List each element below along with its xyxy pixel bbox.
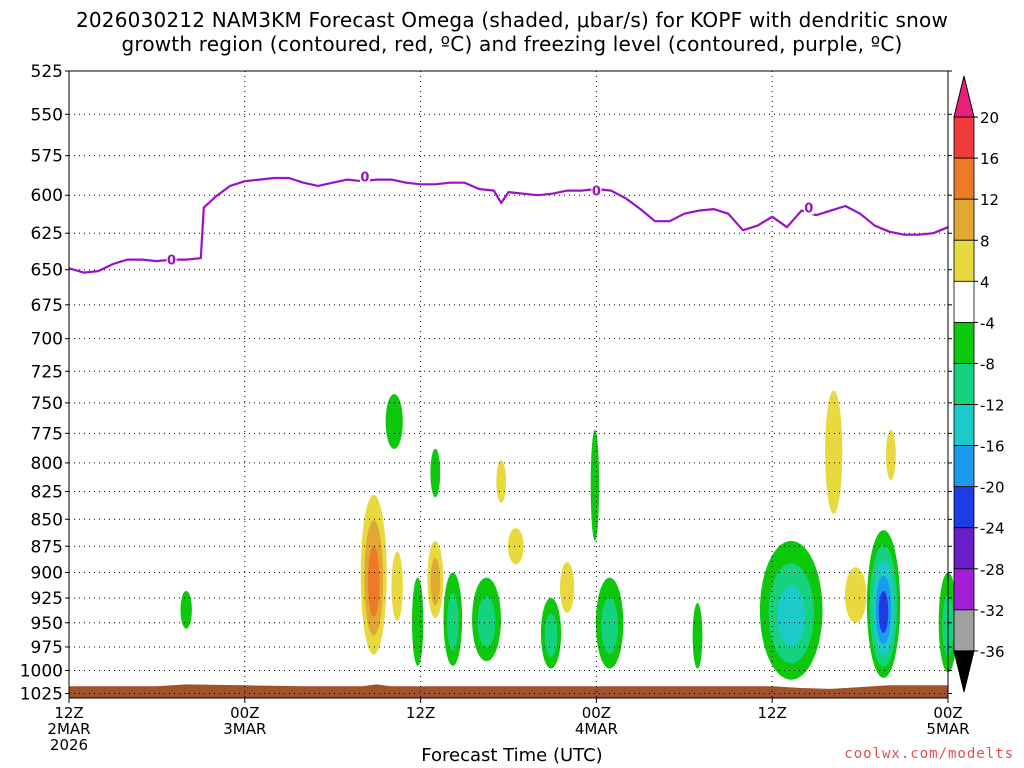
x-tick-label-24-0: 12Z bbox=[406, 704, 435, 722]
colorbar-bin-10 bbox=[953, 486, 975, 529]
chart-title-line1: 2026030212 NAM3KM Forecast Omega (shaded… bbox=[75, 8, 949, 32]
colorbar-label-7: -12 bbox=[980, 397, 1005, 415]
colorbar-label-8: -16 bbox=[980, 438, 1005, 456]
y-tick-label-775: 775 bbox=[31, 424, 63, 444]
y-tick-label-600: 600 bbox=[31, 186, 63, 206]
y-tick-label-650: 650 bbox=[31, 261, 63, 281]
y-tick-label-825: 825 bbox=[31, 483, 63, 503]
y-tick-label-925: 925 bbox=[31, 589, 63, 609]
x-tick-label-12-1: 3MAR bbox=[223, 720, 266, 738]
colorbar-label-3: 8 bbox=[980, 232, 990, 250]
colorbar-bin-8 bbox=[953, 404, 975, 446]
omega-region-2-layer-2 bbox=[367, 545, 380, 617]
omega-region-19-layer-0 bbox=[886, 429, 896, 481]
colorbar-label-1: 16 bbox=[980, 150, 999, 168]
x-tick-label-0-2: 2026 bbox=[50, 736, 88, 754]
y-tick-label-950: 950 bbox=[31, 614, 63, 634]
omega-region-6-layer-1 bbox=[430, 557, 441, 606]
y-tick-label-575: 575 bbox=[31, 147, 63, 167]
omega-region-8-layer-0 bbox=[496, 460, 507, 503]
freezing-label-bg-3 bbox=[803, 200, 814, 215]
x-tick-label-12-0: 00Z bbox=[230, 704, 259, 722]
freezing-level-label-1: 0 bbox=[360, 170, 369, 185]
colorbar-label-4: 4 bbox=[980, 273, 990, 291]
colorbar-bin-3 bbox=[953, 198, 975, 241]
omega-region-12-layer-0 bbox=[560, 562, 575, 613]
colorbar-bin-11 bbox=[953, 527, 975, 570]
credit-link[interactable]: coolwx.com/modelts bbox=[844, 746, 1014, 762]
colorbar-arrow-bottom bbox=[953, 650, 975, 693]
y-tick-label-750: 750 bbox=[31, 394, 63, 414]
omega-region-1-layer-0 bbox=[385, 394, 403, 449]
colorbar-bin-2 bbox=[953, 157, 975, 200]
freezing-level-label-0: 0 bbox=[167, 254, 176, 269]
surface-ground bbox=[69, 684, 948, 698]
omega-region-10-layer-0 bbox=[507, 528, 524, 565]
y-tick-label-1000: 1000 bbox=[20, 661, 63, 681]
colorbar-label-0: 20 bbox=[980, 109, 999, 127]
y-tick-label-850: 850 bbox=[31, 510, 63, 530]
x-axis-title: Forecast Time (UTC) bbox=[421, 745, 603, 766]
freezing-level-label-3: 0 bbox=[804, 202, 813, 217]
freezing-label-bg-0 bbox=[166, 252, 177, 267]
omega-region-18-layer-0 bbox=[844, 567, 867, 623]
freezing-level-line bbox=[68, 176, 949, 274]
colorbar-bin-12 bbox=[953, 568, 975, 611]
colorbar-bin-13 bbox=[953, 609, 975, 652]
y-tick-label-550: 550 bbox=[31, 105, 63, 125]
omega-region-11-layer-1 bbox=[544, 613, 558, 657]
colorbar-label-12: -32 bbox=[980, 602, 1005, 620]
x-tick-label-60-1: 5MAR bbox=[926, 720, 969, 738]
y-tick-label-800: 800 bbox=[31, 454, 63, 474]
omega-region-0-layer-0 bbox=[180, 590, 192, 629]
y-tick-label-625: 625 bbox=[31, 224, 63, 244]
colorbar-bin-6 bbox=[953, 321, 975, 364]
y-tick-label-975: 975 bbox=[31, 638, 63, 658]
colorbar-bin-7 bbox=[953, 363, 975, 405]
x-tick-label-36-1: 4MAR bbox=[575, 720, 618, 738]
colorbar-bin-5 bbox=[953, 280, 975, 323]
freezing-label-bg-2 bbox=[591, 183, 602, 198]
omega-region-14-layer-1 bbox=[601, 597, 618, 654]
y-tick-label-875: 875 bbox=[31, 537, 63, 557]
freezing-level-label-2: 0 bbox=[592, 185, 601, 200]
y-tick-label-675: 675 bbox=[31, 296, 63, 316]
omega-region-15-layer-0 bbox=[692, 603, 703, 669]
omega-region-4-layer-0 bbox=[412, 577, 424, 666]
omega-region-5-layer-0 bbox=[430, 448, 441, 498]
omega-region-13-layer-0 bbox=[590, 429, 600, 541]
colorbar-label-11: -28 bbox=[980, 561, 1005, 579]
colorbar-bin-1 bbox=[953, 116, 975, 159]
x-tick-label-60-0: 00Z bbox=[933, 704, 962, 722]
x-tick-label-0-0: 12Z bbox=[54, 704, 83, 722]
x-tick-label-36-0: 00Z bbox=[582, 704, 611, 722]
y-tick-label-725: 725 bbox=[31, 362, 63, 382]
y-tick-label-525: 525 bbox=[31, 62, 63, 82]
colorbar-label-5: -4 bbox=[980, 314, 995, 332]
y-tick-label-900: 900 bbox=[31, 563, 63, 583]
y-tick-label-700: 700 bbox=[31, 330, 63, 350]
omega-region-20-layer-4 bbox=[878, 590, 889, 634]
x-tick-label-0-1: 2MAR bbox=[47, 720, 90, 738]
colorbar-label-2: 12 bbox=[980, 191, 999, 209]
y-tick-label-1025: 1025 bbox=[20, 684, 63, 704]
colorbar-label-6: -8 bbox=[980, 355, 995, 373]
plot-frame bbox=[68, 70, 949, 699]
colorbar-label-9: -20 bbox=[980, 479, 1005, 497]
colorbar-label-10: -24 bbox=[980, 520, 1005, 538]
colorbar-arrow-top bbox=[953, 75, 975, 118]
omega-region-9-layer-1 bbox=[477, 596, 496, 648]
colorbar-label-13: -36 bbox=[980, 643, 1005, 661]
colorbar-bin-9 bbox=[953, 445, 975, 488]
omega-region-7-layer-1 bbox=[447, 593, 459, 651]
omega-region-17-layer-0 bbox=[825, 390, 843, 514]
x-tick-label-48-0: 12Z bbox=[758, 704, 787, 722]
chart-title-line2: growth region (contoured, red, ºC) and f… bbox=[121, 32, 903, 56]
freezing-label-bg-1 bbox=[359, 169, 370, 184]
omega-region-3-layer-0 bbox=[391, 551, 403, 621]
colorbar-bin-4 bbox=[953, 239, 975, 282]
omega-region-16-layer-2 bbox=[777, 585, 806, 647]
